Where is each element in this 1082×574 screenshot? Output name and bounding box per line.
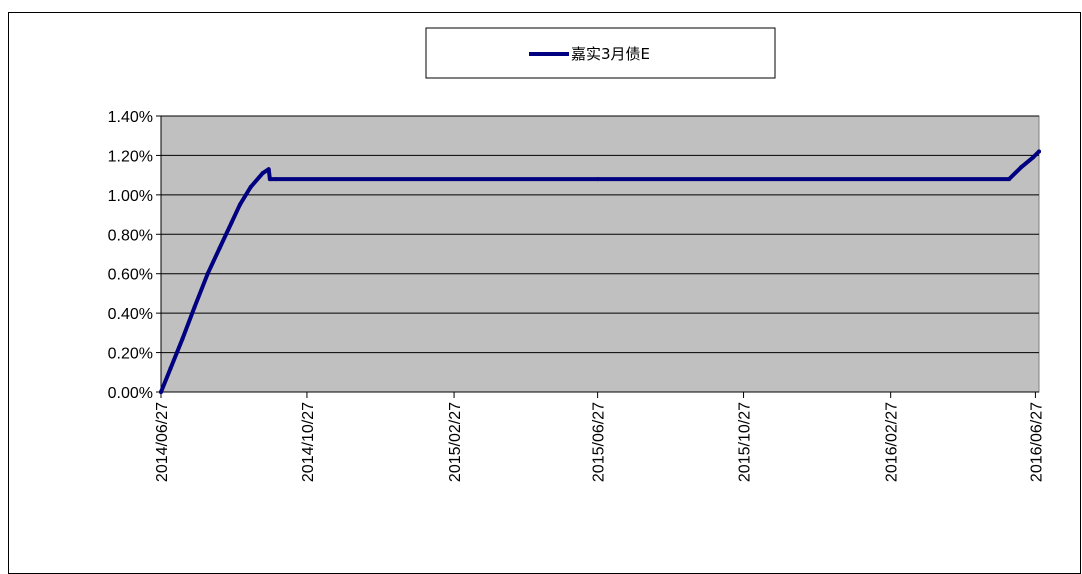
data-point (273, 177, 278, 182)
y-tick-label: 0.60% (108, 267, 153, 284)
data-point (1037, 149, 1041, 154)
x-axis: 2014/06/27 2014/10/27 2015/02/27 2015/06/27… (154, 391, 1045, 482)
data-point (266, 167, 271, 172)
y-tick-label: 0.00% (108, 385, 153, 402)
x-tick-label: 2016/06/27 (1028, 402, 1045, 482)
data-point (168, 366, 173, 371)
data-point (1007, 177, 1012, 182)
data-point (159, 390, 163, 394)
data-point (1031, 155, 1036, 160)
x-tick-label: 2015/02/27 (447, 402, 464, 482)
y-tick-label: 1.00% (108, 188, 153, 205)
data-point (1019, 165, 1024, 170)
data-point (205, 271, 210, 276)
plot-area (160, 115, 1040, 393)
legend-label: 嘉实3月债E (571, 45, 650, 63)
legend: 嘉实3月债E (425, 27, 776, 79)
data-point (229, 220, 234, 225)
y-axis: 0.00% 0.20% 0.40% 0.60% 0.80% 1.00% 1.20% 1.40% (108, 109, 162, 402)
legend-box (425, 27, 776, 79)
data-point (237, 202, 242, 207)
data-point (267, 177, 272, 182)
data-point (217, 246, 222, 251)
series-line (159, 149, 1041, 394)
series-points (159, 149, 1041, 394)
data-point (248, 184, 253, 189)
data-point (180, 336, 185, 341)
data-point (260, 171, 265, 176)
y-tick-label: 1.40% (108, 109, 153, 126)
chart-frame: 嘉实3月债E 0.00% 0.20% 0.40% 0.60% 0.80% 1.00% 1.2… (8, 12, 1081, 574)
line-chart: 嘉实3月债E 0.00% 0.20% 0.40% 0.60% 0.80% 1.00% 1.2… (108, 27, 1045, 482)
y-tick-label: 0.80% (108, 227, 153, 244)
x-tick-label: 2015/10/27 (737, 402, 754, 482)
y-tick-label: 0.20% (108, 346, 153, 363)
gridlines (161, 115, 1039, 354)
x-tick-label: 2015/06/27 (591, 402, 608, 482)
x-tick-label: 2016/02/27 (884, 402, 901, 482)
x-tick-label: 2014/06/27 (154, 402, 171, 482)
y-tick-label: 1.20% (108, 148, 153, 165)
data-point (192, 305, 197, 310)
x-tick-label: 2014/10/27 (300, 402, 317, 482)
data-point (595, 177, 600, 182)
y-tick-label: 0.40% (108, 306, 153, 323)
